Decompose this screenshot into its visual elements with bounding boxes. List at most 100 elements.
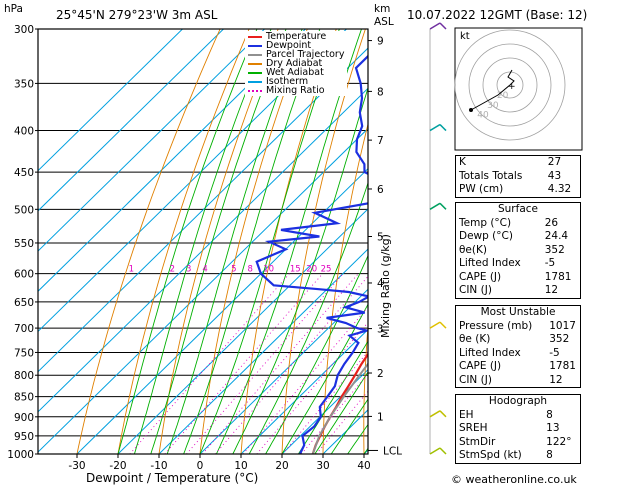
wind-barb	[429, 447, 441, 455]
wet-adiabat	[166, 29, 303, 454]
wind-barb	[429, 410, 441, 418]
index-value: 13	[546, 422, 560, 434]
km-tick-label: 2	[377, 368, 384, 380]
legend-label: Mixing Ratio	[266, 85, 325, 96]
mixing-ratio-line	[129, 273, 290, 454]
x-tick-label: -20	[109, 460, 126, 472]
wind-barb-flag	[439, 410, 447, 418]
index-row: Temp (°C) 26	[456, 217, 580, 231]
index-row: Dewp (°C) 24.4	[456, 230, 580, 244]
index-row: Lifted Index -5	[456, 347, 580, 361]
isotherm	[38, 29, 306, 292]
index-label: CIN (J)	[459, 373, 492, 386]
dry-adiabat	[322, 122, 368, 454]
legend-item: Wet Adiabat	[248, 68, 344, 77]
index-row: StmDir 122°	[456, 436, 580, 450]
dry-adiabat	[240, 29, 337, 454]
mixing-ratio-line	[202, 273, 359, 454]
index-value: 12	[544, 284, 559, 296]
pressure-tick-label: 950	[14, 431, 34, 443]
km-tick-label: 3	[377, 324, 384, 336]
wet-adiabat	[183, 29, 321, 454]
wind-barb-flag	[439, 447, 447, 455]
dry-adiabat	[363, 321, 368, 454]
pressure-tick-label: 700	[14, 323, 34, 335]
x-axis-label: Dewpoint / Temperature (°C)	[86, 471, 259, 485]
hodo-trace	[470, 69, 515, 111]
pressure-tick-label: 850	[14, 392, 34, 404]
wet-adiabat	[199, 29, 340, 454]
index-label: Lifted Index	[459, 346, 521, 359]
legend-item: Isotherm	[248, 77, 344, 86]
index-value: -5	[544, 257, 556, 269]
mixing-ratio-label: 2	[170, 265, 175, 275]
surface-panel: Surface Temp (°C) 26 Dewp (°C) 24.4 θe(K) 352…	[455, 202, 581, 299]
dry-adiabat	[76, 29, 221, 454]
index-value: 12	[549, 373, 563, 386]
pressure-tick-label: 900	[14, 412, 34, 424]
background-lines	[38, 29, 611, 454]
index-value: 1781	[544, 270, 572, 283]
x-tick-label: 10	[234, 460, 247, 472]
km-tick-label: 6	[377, 184, 384, 196]
hodo-frame	[454, 27, 583, 151]
pressure-tick-label: 450	[14, 167, 34, 179]
asl-label: ASL	[374, 16, 394, 28]
index-value: 352	[544, 243, 565, 256]
sounding-lines	[255, 54, 368, 454]
copyright: © weatheronline.co.uk	[451, 473, 577, 486]
mixing-ratio-label: 1	[129, 265, 134, 275]
index-label: Dewp (°C)	[459, 230, 513, 242]
km-tick-label: 8	[377, 86, 384, 98]
index-row: Pressure (mb) 1017	[456, 320, 580, 334]
legend-swatch	[248, 71, 262, 74]
pressure-tick-label: 750	[14, 347, 34, 359]
index-row: θe (K) 352	[456, 333, 580, 347]
wind-barb	[429, 123, 441, 132]
hpa-label: hPa	[4, 3, 23, 15]
index-value: 8	[546, 408, 553, 421]
wet-adiabat	[117, 29, 258, 454]
series-dewpoint	[255, 54, 368, 454]
wet-adiabat	[133, 29, 272, 454]
index-row: SREH 13	[456, 422, 580, 436]
pressure-tick-label: 650	[14, 297, 34, 309]
x-tick-label: -30	[68, 460, 85, 472]
index-value: 26	[544, 216, 559, 229]
mixing-ratio-label: 8	[247, 265, 252, 275]
wet-adiabat	[314, 371, 368, 454]
index-row: θe(K) 352	[456, 244, 580, 258]
wet-adiabat	[265, 254, 368, 454]
pressure-tick-label: 350	[14, 78, 34, 90]
wet-adiabat	[298, 340, 368, 454]
isotherm	[240, 328, 368, 454]
pressure-tick-label: 800	[14, 370, 34, 382]
pressure-tick-label: 300	[14, 24, 34, 36]
index-label: Temp (°C)	[459, 216, 512, 229]
x-tick-label: 0	[197, 460, 204, 472]
hodograph-panel: Hodograph EH 8 SREH 13 StmDir 122° StmSpd (kt)…	[455, 394, 581, 464]
dry-adiabat	[117, 29, 250, 454]
hodo-ring-label: 40	[477, 111, 489, 121]
mixing-ratio-label: 3	[186, 265, 191, 275]
index-row: CAPE (J) 1781	[456, 271, 580, 285]
index-value: 1017	[549, 319, 576, 332]
mixing-ratio-label: 10	[263, 265, 274, 275]
lcl-label: LCL	[383, 445, 402, 457]
x-tick-label: 40	[357, 460, 370, 472]
index-value: -5	[549, 346, 560, 359]
indices-panel: K 27 Totals Totals 43 PW (cm) 4.32	[455, 155, 581, 198]
dry-adiabat	[585, 29, 611, 454]
legend-label: Parcel Trajectory	[266, 49, 345, 60]
wet-adiabat	[150, 29, 287, 454]
legend-item: Parcel Trajectory	[248, 50, 344, 59]
frame-rect	[37, 28, 369, 455]
isotherm	[158, 248, 368, 454]
wet-adiabat	[215, 29, 362, 454]
km-tick-label: 5	[377, 231, 384, 243]
pressure-tick-label: 550	[14, 238, 34, 250]
index-label: θe (K)	[459, 333, 491, 345]
index-value: 8	[546, 449, 553, 461]
